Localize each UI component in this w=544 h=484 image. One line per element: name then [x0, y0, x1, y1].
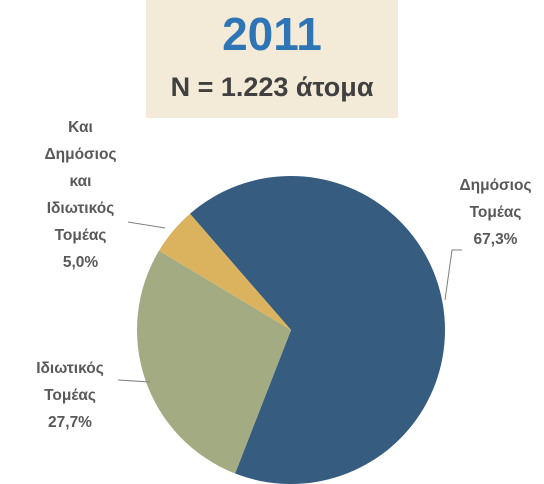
value-label: 27,7%: [48, 414, 92, 431]
slice-label: Και Δημόσιος και Ιδιωτικός Τομέας 5,0%: [18, 114, 143, 276]
value-label: 5,0%: [62, 254, 99, 271]
slice-label: Ιδιωτικός Τομέας 27,7%: [10, 355, 130, 436]
pie-slice: [158, 213, 291, 330]
category-label: Και Δημόσιος και Ιδιωτικός Τομέας: [44, 119, 117, 244]
pie-slice: [137, 250, 291, 474]
title-box: 2011 N = 1.223 άτομα: [146, 0, 398, 118]
slice-label: Δημόσιος Τομέας 67,3%: [438, 172, 544, 253]
chart-subtitle: N = 1.223 άτομα: [170, 72, 374, 102]
chart-title: 2011: [222, 8, 322, 60]
category-label: Δημόσιος Τομέας: [459, 177, 532, 221]
leader-line: [127, 221, 166, 229]
value-label: 67,3%: [473, 231, 518, 248]
leader-line: [444, 249, 462, 301]
leader-line: [117, 379, 151, 383]
pie-slice: [189, 176, 445, 484]
category-label: Ιδιωτικός Τομέας: [36, 360, 104, 404]
